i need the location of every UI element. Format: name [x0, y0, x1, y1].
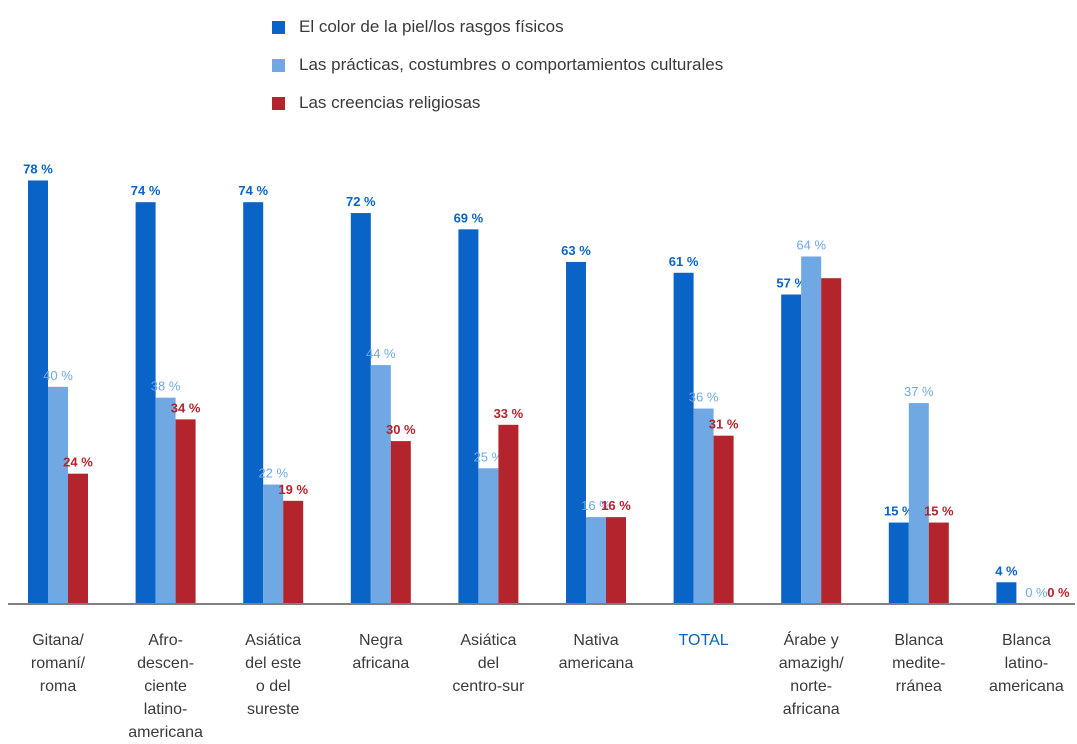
bar-religion [175, 419, 196, 604]
data-label-culture: 36 % [689, 390, 719, 405]
data-label-skin: 57 % [776, 275, 806, 290]
category-label: TOTAL [679, 632, 729, 649]
category-label: Negra [359, 632, 403, 649]
bar-culture [801, 256, 822, 604]
legend-swatch-religion [272, 96, 285, 110]
bar-religion [606, 517, 626, 604]
bar-skin [135, 202, 156, 604]
data-label-skin: 15 % [884, 504, 914, 519]
category-label: Afro- [148, 632, 183, 649]
bar-religion [68, 473, 88, 604]
category-label: medite- [892, 655, 945, 672]
category-label: Gitana/ [32, 632, 84, 649]
category-label: ciente [144, 678, 187, 695]
bar-skin [350, 213, 371, 605]
data-label-skin: 69 % [454, 210, 484, 225]
bar-culture [370, 365, 391, 604]
data-label-religion: 30 % [386, 422, 416, 437]
bar-skin [781, 294, 802, 604]
data-label-culture: 38 % [151, 379, 181, 394]
data-label-religion: 16 % [601, 498, 631, 513]
bar-skin [28, 180, 48, 604]
bar-skin [566, 261, 586, 604]
bar-culture [586, 517, 606, 604]
data-label-culture: 25 % [474, 449, 504, 464]
bar-skin [996, 582, 1017, 604]
category-label: Árabe y [784, 630, 839, 649]
bar-skin [888, 522, 909, 604]
bar-culture [478, 468, 499, 604]
data-label-religion: 0 % [1047, 585, 1070, 600]
category-label: sureste [247, 701, 300, 718]
data-label-skin: 72 % [346, 194, 376, 209]
data-label-skin: 61 % [669, 254, 699, 269]
category-label: roma [40, 678, 77, 695]
legend-label-skin: El color de la piel/los rasgos físicos [299, 17, 564, 36]
category-label: Asiática [245, 632, 301, 649]
bar-culture [693, 408, 714, 604]
bar-culture [155, 397, 176, 604]
category-label: americana [559, 655, 634, 672]
data-label-culture: 16 % [581, 498, 611, 513]
chart-legend: El color de la piel/los rasgos físicos L… [272, 8, 723, 122]
data-label-skin: 78 % [23, 161, 53, 176]
category-label: o del [256, 678, 291, 695]
legend-item-culture: Las prácticas, costumbres o comportamien… [272, 46, 723, 84]
data-label-skin: 74 % [238, 183, 268, 198]
legend-label-religion: Las creencias religiosas [299, 93, 481, 112]
bar-skin [243, 202, 264, 604]
category-label: del este [245, 655, 301, 672]
category-label: romaní/ [31, 655, 86, 672]
legend-item-religion: Las creencias religiosas [272, 84, 723, 122]
data-label-culture: 0 % [1025, 585, 1048, 600]
bar-religion [283, 500, 304, 604]
data-label-religion: 33 % [494, 406, 524, 421]
legend-swatch-culture [272, 58, 285, 72]
bar-religion [390, 441, 411, 604]
category-label: Nativa [573, 632, 618, 649]
category-label: norte- [790, 678, 832, 695]
bar-skin [458, 229, 479, 604]
bar-religion [713, 435, 734, 604]
category-label: americana [989, 678, 1064, 695]
data-label-culture: 37 % [904, 384, 934, 399]
legend-label-culture: Las prácticas, costumbres o comportamien… [299, 55, 724, 74]
category-label: africana [352, 655, 409, 672]
category-label: centro-sur [452, 678, 525, 695]
data-label-culture: 44 % [366, 346, 396, 361]
data-label-culture: 40 % [43, 368, 73, 383]
bar-skin [673, 272, 694, 604]
bar-religion [928, 522, 949, 604]
data-label-skin: 4 % [995, 563, 1018, 578]
data-label-culture: 22 % [258, 466, 288, 481]
data-label-skin: 74 % [131, 183, 161, 198]
data-label-religion: 24 % [63, 455, 93, 470]
bar-religion [498, 424, 519, 604]
bar-culture [908, 403, 929, 604]
data-label-skin: 63 % [561, 243, 591, 258]
category-label: Blanca [1002, 632, 1051, 649]
bar-culture [263, 484, 284, 604]
data-label-religion: 15 % [924, 504, 954, 519]
category-label: latino- [144, 701, 188, 718]
category-label: africana [783, 701, 840, 718]
bar-culture [48, 386, 68, 604]
category-label: amazigh/ [779, 655, 844, 672]
category-label: latino- [1005, 655, 1049, 672]
data-label-religion: 34 % [171, 400, 201, 415]
legend-swatch-skin [272, 20, 285, 34]
bar-religion [821, 278, 842, 604]
category-label: Asiática [460, 632, 516, 649]
category-label: del [478, 655, 499, 672]
category-label: rránea [896, 678, 942, 695]
data-label-religion: 31 % [709, 417, 739, 432]
category-label: americana [128, 724, 203, 741]
data-label-culture: 64 % [796, 237, 826, 252]
data-label-religion: 19 % [278, 482, 308, 497]
legend-item-skin: El color de la piel/los rasgos físicos [272, 8, 723, 46]
category-label: Blanca [894, 632, 943, 649]
category-label: descen- [137, 655, 194, 672]
